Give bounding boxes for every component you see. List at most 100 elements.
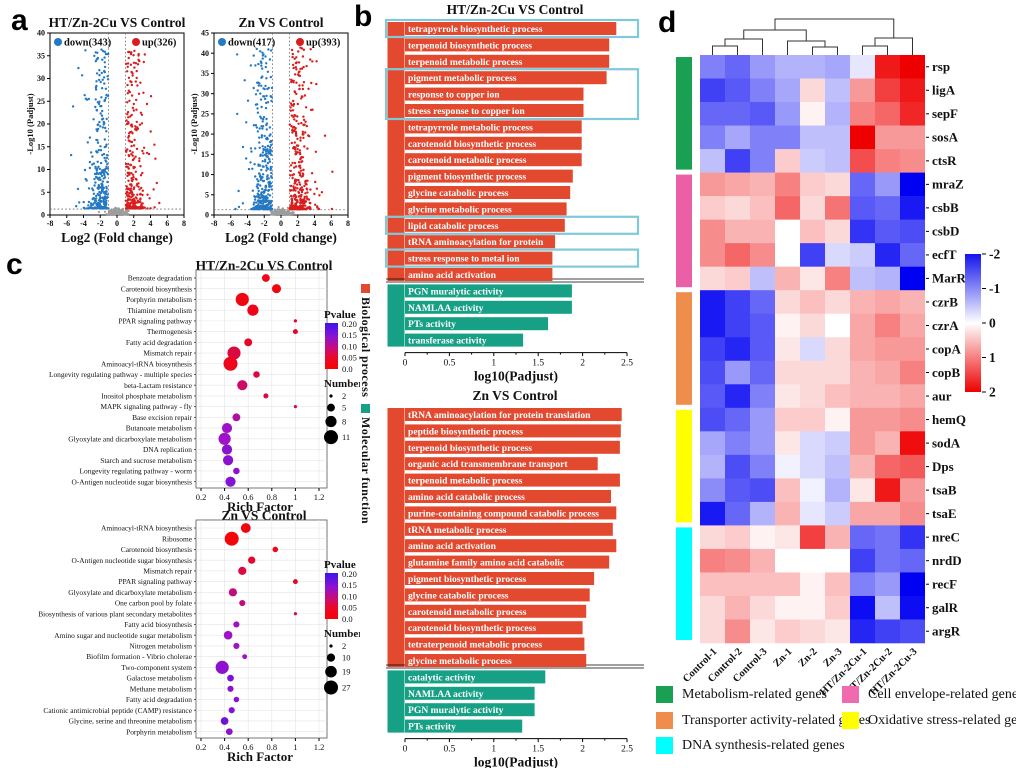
svg-text:25: 25 (37, 97, 45, 106)
svg-text:2: 2 (342, 641, 346, 651)
svg-text:Number: Number (324, 628, 360, 640)
svg-text:catalytic activity: catalytic activity (408, 672, 476, 683)
go-bar (405, 440, 620, 454)
svg-text:up(326): up(326) (142, 38, 177, 49)
svg-text:0.05: 0.05 (342, 603, 357, 613)
dot-point (223, 455, 234, 466)
svg-text:Rich Factor: Rich Factor (227, 749, 293, 762)
biological-process-swatch (361, 284, 370, 293)
svg-text:nreC: nreC (932, 529, 960, 544)
svg-text:30: 30 (37, 74, 45, 83)
svg-text:2.5: 2.5 (621, 745, 633, 755)
svg-text:5: 5 (205, 190, 209, 199)
svg-text:Two-component system: Two-component system (121, 663, 192, 672)
dot-point (271, 284, 282, 294)
dot-point (244, 338, 253, 347)
svg-text:Zn VS Control: Zn VS Control (221, 510, 306, 523)
svg-text:down(343): down(343) (64, 38, 112, 49)
go-bar (405, 637, 585, 651)
go-bar (405, 71, 607, 85)
svg-text:2: 2 (580, 745, 585, 755)
go-bar (405, 22, 617, 35)
go-bar (405, 670, 546, 684)
dot-point (221, 422, 233, 434)
dot-point (261, 274, 270, 282)
svg-text:Zn-1: Zn-1 (772, 646, 795, 669)
dot-point (220, 717, 229, 725)
svg-text:MAPK signaling pathway - fly: MAPK signaling pathway - fly (100, 402, 192, 411)
go-bar (405, 506, 617, 520)
svg-text:5: 5 (342, 403, 346, 413)
go-bar (405, 120, 582, 134)
go-bar (405, 604, 587, 618)
svg-text:0.6: 0.6 (243, 742, 254, 752)
panel-label-c: c (6, 248, 23, 281)
go-group-strip (387, 670, 405, 733)
svg-text:pigment metabolic process: pigment metabolic process (408, 73, 517, 84)
svg-text:NAMLAA activity: NAMLAA activity (408, 689, 484, 700)
dot-point (233, 621, 240, 628)
dot-point (218, 432, 231, 445)
svg-text:One carbon pool by folate: One carbon pool by folate (115, 599, 193, 608)
svg-text:-1: -1 (989, 281, 1000, 296)
go-bar (405, 522, 613, 536)
svg-text:40: 40 (37, 29, 45, 38)
gene-group-strip (676, 57, 692, 170)
svg-text:-6: -6 (63, 219, 70, 228)
svg-text:Zn-2: Zn-2 (797, 646, 820, 669)
svg-text:Porphyrin metabolism: Porphyrin metabolism (126, 727, 192, 736)
svg-text:Glyoxylate and dicarboxylate m: Glyoxylate and dicarboxylate metabolism (68, 588, 192, 597)
dot-point (221, 444, 233, 455)
oxidative-stress-swatch (842, 712, 859, 729)
svg-text:0.5: 0.5 (443, 745, 455, 755)
legend-oxidative-stress-genes: Oxidative stress-related genes (842, 712, 1016, 729)
go-bar (405, 136, 582, 150)
svg-text:0.6: 0.6 (243, 492, 254, 502)
svg-text:pigment biosynthetic process: pigment biosynthetic process (408, 574, 526, 585)
svg-text:terpenoid metabolic process: terpenoid metabolic process (408, 476, 523, 487)
svg-text:tetraterpenoid metabolic proce: tetraterpenoid metabolic process (408, 640, 542, 651)
go-bar (405, 654, 587, 667)
dot-point (223, 356, 238, 371)
svg-text:PTs activity: PTs activity (408, 722, 456, 733)
svg-text:csbD: csbD (932, 224, 959, 239)
go-bar (405, 457, 598, 471)
svg-text:Benzoate degradation: Benzoate degradation (128, 274, 193, 283)
svg-text:ctsR: ctsR (932, 153, 957, 168)
svg-text:terpenoid biosynthetic process: terpenoid biosynthetic process (408, 443, 532, 454)
svg-text:Inositol phosphate metabolism: Inositol phosphate metabolism (101, 392, 192, 401)
dot-point (242, 654, 248, 660)
svg-text:Log2 (Fold change): Log2 (Fold change) (61, 230, 173, 245)
svg-text:glutamine family amino acid ca: glutamine family amino acid catabolic (408, 558, 565, 569)
go-bar (405, 153, 582, 167)
svg-text:10: 10 (342, 653, 351, 663)
svg-text:Starch and sucrose metabolism: Starch and sucrose metabolism (100, 456, 192, 465)
svg-text:HT/Zn-2Cu VS Control: HT/Zn-2Cu VS Control (447, 2, 584, 17)
svg-text:6: 6 (329, 219, 333, 228)
svg-text:glycine catabolic process: glycine catabolic process (408, 188, 509, 199)
svg-text:0.15: 0.15 (342, 580, 357, 590)
svg-text:Amino sugar and nucleotide sug: Amino sugar and nucleotide sugar metabol… (54, 631, 192, 640)
dot-point (233, 642, 240, 649)
svg-text:0.8: 0.8 (266, 742, 277, 752)
go-svg-go_ht: HT/Zn-2Cu VS Control tetrapyrrole biosynt… (384, 2, 644, 384)
svg-text:carotenoid biosynthetic proces: carotenoid biosynthetic process (408, 139, 536, 150)
go-bar (405, 268, 553, 281)
svg-text:10: 10 (37, 165, 45, 174)
svg-text:-8: -8 (211, 219, 218, 228)
svg-text:glycine catabolic process: glycine catabolic process (408, 590, 509, 601)
go-highlight-box (384, 248, 640, 268)
cell-envelope-swatch (842, 686, 859, 703)
heatmap-colorbar (965, 254, 981, 392)
go-bar (405, 572, 595, 585)
svg-text:tRNA metabolic process: tRNA metabolic process (408, 525, 507, 536)
dot-point (232, 413, 241, 422)
svg-text:8: 8 (182, 219, 186, 228)
dot-point (293, 319, 297, 323)
svg-text:Carotenoid biosynthesis: Carotenoid biosynthesis (121, 545, 192, 554)
go-bar (405, 555, 610, 569)
svg-text:Pvalue: Pvalue (324, 559, 356, 571)
go-bar (405, 686, 535, 700)
svg-text:0.0: 0.0 (342, 614, 353, 624)
go-bar (405, 473, 620, 487)
